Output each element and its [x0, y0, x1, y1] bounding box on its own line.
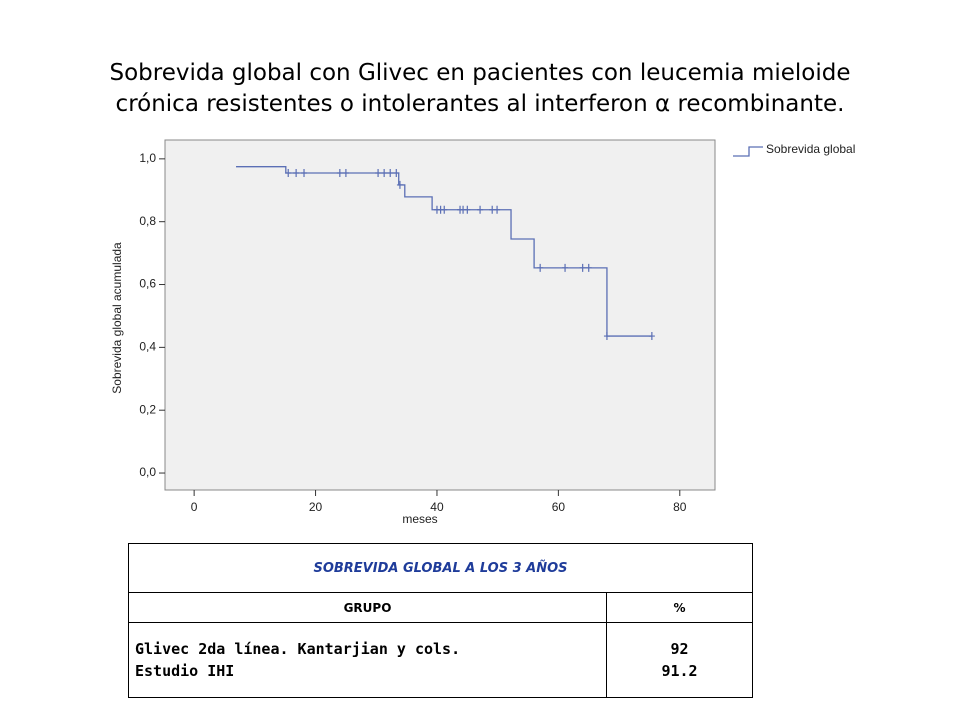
- censor-mark: [648, 332, 655, 341]
- legend-label: Sobrevida global: [766, 142, 855, 156]
- x-tick-label: 20: [309, 500, 323, 514]
- cell-line: Estudio IHI: [135, 662, 235, 680]
- censor-mark: [603, 332, 610, 341]
- legend-icon: [733, 146, 763, 157]
- censor-mark: [393, 168, 400, 177]
- censor-mark: [336, 168, 343, 177]
- y-tick-label: 0,4: [139, 340, 156, 354]
- censor-mark: [396, 180, 403, 189]
- cell-line: Glivec 2da línea. Kantarjian y cols.: [135, 640, 461, 658]
- y-tick-label: 1,0: [139, 151, 156, 165]
- y-tick-label: 0,2: [139, 402, 156, 416]
- censor-mark: [562, 263, 569, 272]
- censor-mark: [579, 263, 586, 272]
- censor-mark: [301, 168, 308, 177]
- x-tick-label: 80: [673, 500, 687, 514]
- censor-mark: [387, 168, 394, 177]
- x-axis-label: meses: [402, 512, 437, 526]
- censor-mark: [342, 168, 349, 177]
- y-axis-label: Sobrevida global acumulada: [110, 242, 124, 394]
- censor-mark: [375, 168, 382, 177]
- header-cell: GRUPO: [128, 592, 607, 623]
- plot-area: [164, 139, 716, 491]
- censor-mark: [441, 205, 448, 214]
- censor-mark: [477, 205, 484, 214]
- x-tick-label: 40: [430, 500, 444, 514]
- censor-mark: [585, 263, 592, 272]
- chart: 0,0 0,2 0,4 0,6 0,8 1,0 0 20 40 60 80 meses Sobrevid…: [110, 139, 855, 526]
- cell-line: 92: [670, 640, 689, 658]
- header-cell: %: [606, 592, 753, 623]
- y-tick-label: 0,0: [139, 465, 156, 479]
- x-tick-label: 60: [552, 500, 566, 514]
- cell: Glivec 2da línea. Kantarjian y cols. Estu…: [128, 622, 607, 698]
- cell: 92 91.2: [606, 622, 753, 698]
- censor-mark: [537, 263, 544, 272]
- title-line: Sobrevida global con Glivec en pacientes…: [109, 60, 851, 86]
- censor-mark: [293, 168, 300, 177]
- censor-mark: [285, 168, 292, 177]
- y-tick-label: 0,6: [139, 277, 156, 291]
- table-title: SOBREVIDA GLOBAL A LOS 3 AÑOS: [128, 543, 753, 593]
- y-tick-label: 0,8: [139, 214, 156, 228]
- title: Sobrevida global con Glivec en pacientes…: [0, 58, 960, 120]
- censor-mark: [381, 168, 388, 177]
- x-tick-label: 0: [191, 500, 198, 514]
- title-line: crónica resistentes o intolerantes al in…: [115, 91, 845, 117]
- censor-mark: [494, 205, 501, 214]
- cell-line: 91.2: [661, 662, 698, 680]
- censor-mark: [464, 205, 471, 214]
- table: SOBREVIDA GLOBAL A LOS 3 AÑOS GRUPO% Gli…: [128, 543, 753, 698]
